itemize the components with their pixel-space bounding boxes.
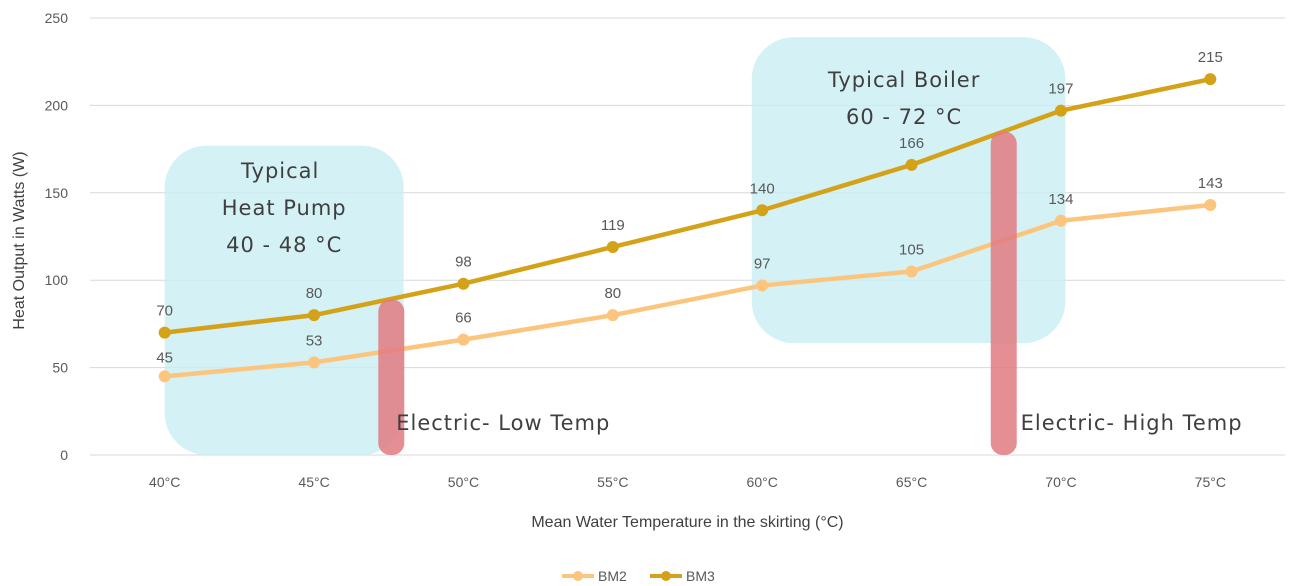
heat-pump-label-line3: 40 - 48 °C [226,233,342,257]
data-label-bm3: 80 [306,285,323,302]
x-tick-label: 70°C [1045,474,1076,490]
data-label-bm3: 197 [1048,81,1073,98]
y-tick-label: 250 [45,10,69,26]
data-label-bm2: 97 [754,255,771,272]
data-label-bm2: 66 [455,310,472,327]
data-label-bm2: 134 [1048,191,1073,208]
legend-item-bm2: BM2 [562,568,627,584]
data-point-bm2 [1054,214,1067,227]
data-point-bm2 [158,370,171,383]
data-point-bm2 [905,265,918,278]
data-point-bm3 [1054,104,1067,117]
legend-marker-bm3 [661,571,671,581]
data-label-bm3: 119 [601,217,625,234]
data-point-bm2 [1204,199,1217,212]
y-tick-label: 150 [45,185,69,201]
data-point-bm3 [158,326,171,339]
annotation-zones [164,37,1066,455]
series-line-bm2 [162,202,1213,379]
y-axis-ticks: 0 50 100 150 200 250 [45,10,69,463]
legend-marker-bm2 [573,571,583,581]
data-label-bm2: 53 [306,332,323,349]
electric-high-label: Electric- High Temp [1021,411,1243,435]
data-labels: 45 53 66 80 97 105 134 143 70 80 98 119 140 166 197 215 [156,49,1222,366]
data-label-bm3: 215 [1198,49,1223,66]
annotation-labels: Typical Heat Pump 40 - 48 °C Typical Boi… [222,68,1243,435]
data-label-bm3: 98 [455,254,472,271]
legend-label-bm3: BM3 [686,568,715,584]
x-axis-ticks: 40°C 45°C 50°C 55°C 60°C 65°C 70°C 75°C [149,474,1226,490]
boiler-zone [751,37,1066,344]
y-tick-label: 100 [45,272,69,288]
data-point-bm3 [1204,73,1217,86]
legend-label-bm2: BM2 [598,568,627,584]
series-layer [158,73,1217,383]
electric-high-bar [990,131,1017,455]
data-point-bm3 [457,277,470,290]
y-axis-title: Heat Output in Watts (W) [11,151,28,329]
x-tick-label: 65°C [896,474,927,490]
data-label-bm2: 80 [604,285,621,302]
legend-item-bm3: BM3 [650,568,715,584]
x-tick-label: 45°C [298,474,329,490]
data-point-bm3 [756,204,769,217]
data-label-bm3: 140 [750,180,775,197]
heat-pump-label-line2: Heat Pump [222,196,347,220]
data-point-bm3 [606,240,619,253]
heat-pump-zone [164,145,404,455]
heat-pump-label-line1: Typical [240,159,319,183]
data-label-bm2: 143 [1198,175,1223,192]
y-tick-label: 50 [52,360,68,376]
y-tick-label: 0 [60,447,68,463]
electric-low-label: Electric- Low Temp [396,411,610,435]
x-tick-label: 60°C [747,474,778,490]
data-point-bm3 [905,158,918,171]
data-label-bm2: 45 [156,349,173,366]
data-point-bm3 [308,309,321,322]
x-tick-label: 55°C [597,474,628,490]
data-point-bm2 [756,279,769,292]
data-point-bm2 [606,309,619,322]
data-point-bm2 [308,356,321,369]
data-point-bm2 [457,333,470,346]
y-tick-label: 200 [45,97,69,113]
boiler-label-line2: 60 - 72 °C [846,105,962,129]
legend: BM2 BM3 [562,568,715,584]
x-axis-title: Mean Water Temperature in the skirting (… [531,514,843,531]
boiler-label-line1: Typical Boiler [827,68,981,92]
data-label-bm2: 105 [899,241,924,258]
series-line-bm3 [162,76,1213,335]
data-label-bm3: 70 [156,303,173,320]
x-tick-label: 75°C [1195,474,1226,490]
electric-low-bar [378,299,405,455]
x-tick-label: 50°C [448,474,479,490]
x-tick-label: 40°C [149,474,180,490]
data-label-bm3: 166 [899,135,924,152]
electric-bars [378,131,1017,455]
